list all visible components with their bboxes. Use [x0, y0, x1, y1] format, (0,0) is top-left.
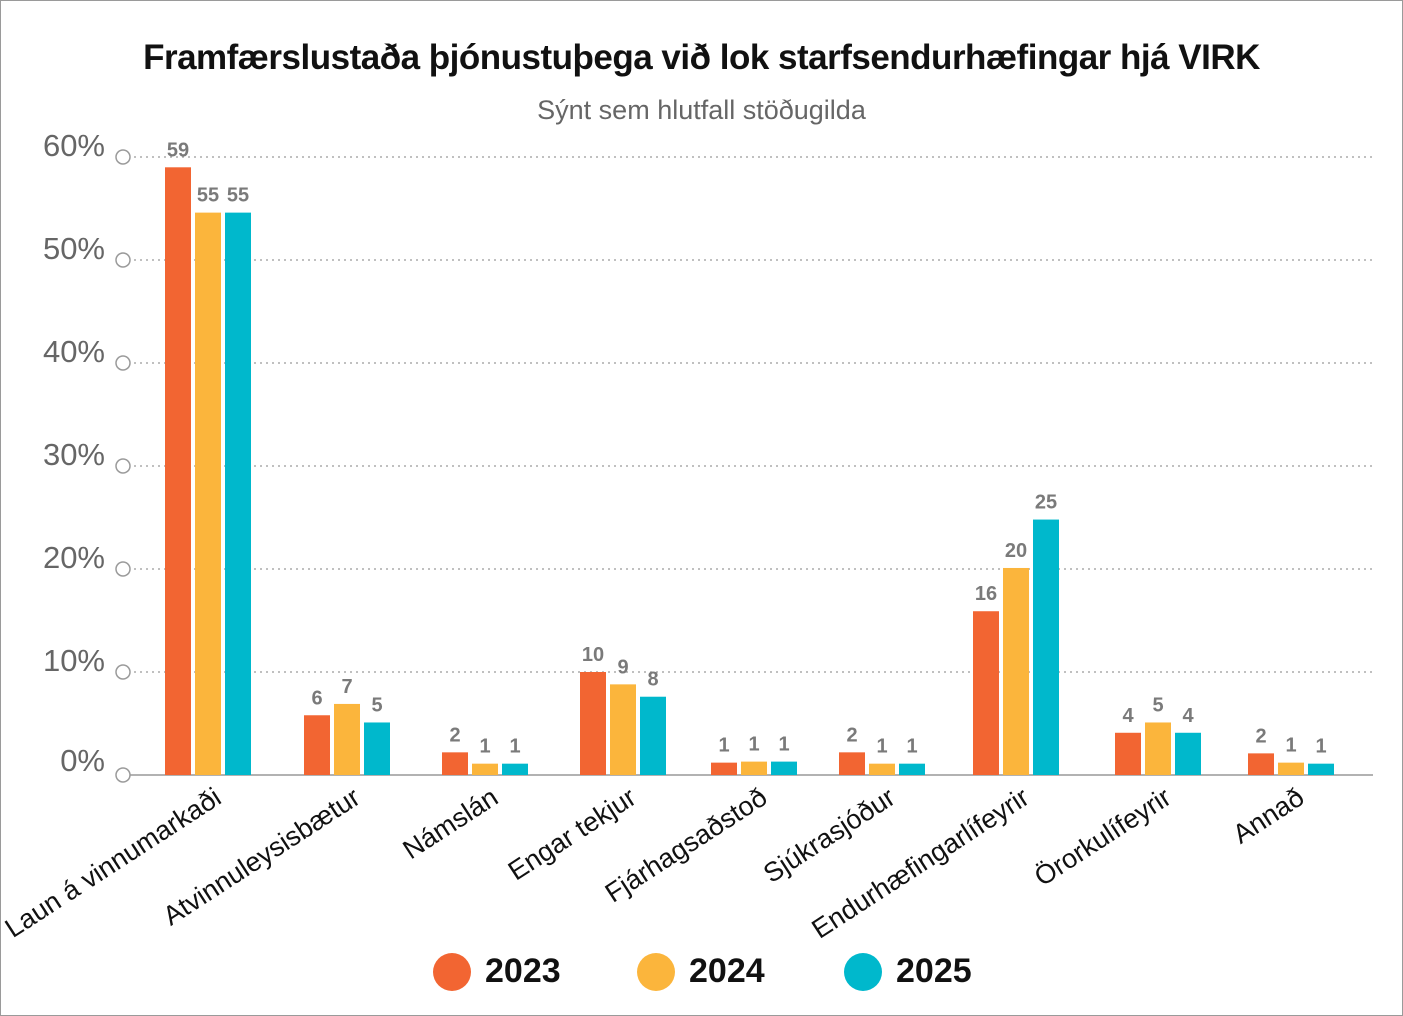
data-label: 8	[647, 669, 658, 691]
data-label: 59	[167, 139, 189, 161]
category-label: Námslán	[398, 782, 504, 865]
data-label: 1	[778, 734, 789, 756]
category-label: Endurhæfingarlífeyrir	[806, 782, 1034, 944]
bar-2025-3	[640, 696, 666, 775]
data-label: 1	[1315, 736, 1326, 758]
bar-2024-6	[1003, 567, 1029, 775]
bar-2025-6	[1033, 519, 1059, 775]
data-label: 1	[906, 736, 917, 758]
data-label: 5	[371, 694, 382, 716]
data-label: 4	[1122, 705, 1134, 727]
data-label: 1	[1285, 735, 1296, 757]
data-label: 1	[509, 736, 520, 758]
data-label: 16	[975, 583, 997, 605]
bar-2023-7	[1115, 732, 1141, 775]
ytick-label: 40%	[43, 334, 105, 369]
data-label: 20	[1005, 540, 1027, 562]
legend-swatch-2023	[433, 952, 471, 991]
ytick-label: 10%	[43, 643, 105, 678]
data-label: 1	[718, 735, 729, 757]
bar-2024-0	[195, 212, 221, 775]
bar-2024-2	[472, 763, 498, 775]
bar-2023-0	[165, 167, 191, 776]
chart-subtitle: Sýnt sem hlutfall stöðugilda	[537, 95, 866, 125]
chart-title: Framfærslustaða þjónustuþega við lok sta…	[143, 38, 1260, 77]
legend-item-2024: 2024	[637, 952, 765, 991]
ytick-label: 0%	[60, 743, 105, 778]
bar-2025-1	[364, 722, 390, 775]
data-label: 6	[311, 687, 322, 709]
bar-2024-4	[741, 761, 767, 775]
data-label: 55	[227, 185, 249, 207]
bar-2023-4	[711, 762, 737, 775]
bar-2025-5	[899, 763, 925, 775]
category-label: Örorkulífeyrir	[1029, 782, 1176, 892]
ytick-marker	[115, 355, 131, 371]
ytick-marker	[115, 767, 131, 783]
bar-2025-7	[1175, 732, 1201, 775]
chart-legend: 2023 2024 2025	[0, 952, 1403, 998]
data-label: 4	[1182, 705, 1194, 727]
data-label: 25	[1035, 492, 1057, 514]
bar-2023-1	[304, 715, 330, 775]
data-label: 2	[846, 724, 857, 746]
ytick-label: 30%	[43, 437, 105, 472]
data-label: 1	[479, 736, 490, 758]
data-label: 2	[449, 724, 460, 746]
bar-2025-0	[225, 212, 251, 775]
bar-2024-8	[1278, 762, 1304, 775]
legend-label-2023: 2023	[485, 952, 561, 990]
bar-2025-4	[771, 761, 797, 775]
legend-item-2023: 2023	[433, 952, 561, 991]
ytick-label: 60%	[43, 128, 105, 163]
bar-2024-3	[610, 684, 636, 775]
ytick-marker	[115, 458, 131, 474]
data-label: 2	[1255, 725, 1266, 747]
ytick-marker	[115, 664, 131, 680]
data-label: 7	[341, 676, 352, 698]
data-label: 5	[1152, 694, 1163, 716]
legend-label-2025: 2025	[896, 952, 972, 990]
bar-2023-2	[442, 752, 468, 775]
legend-swatch-2025	[844, 952, 882, 991]
ytick-marker	[115, 561, 131, 577]
bar-2024-1	[334, 703, 360, 775]
legend-label-2024: 2024	[689, 952, 765, 990]
legend-item-2025: 2025	[844, 952, 972, 991]
bar-2025-8	[1308, 763, 1334, 775]
data-label: 10	[582, 644, 604, 666]
data-label: 9	[617, 656, 628, 678]
bar-2023-8	[1248, 753, 1274, 775]
category-label: Annað	[1227, 782, 1309, 850]
bar-2025-2	[502, 763, 528, 775]
bar-2023-3	[580, 672, 606, 775]
bar-2024-7	[1145, 722, 1171, 775]
ytick-marker	[115, 149, 131, 165]
bar-2024-5	[869, 763, 895, 775]
ytick-marker	[115, 252, 131, 268]
legend-swatch-2024	[637, 952, 675, 991]
ytick-label: 50%	[43, 231, 105, 266]
bar-2023-6	[973, 611, 999, 775]
data-label: 1	[748, 734, 759, 756]
data-label: 1	[876, 736, 887, 758]
data-label: 55	[197, 185, 219, 207]
ytick-label: 20%	[43, 540, 105, 575]
bar-2023-5	[839, 752, 865, 775]
